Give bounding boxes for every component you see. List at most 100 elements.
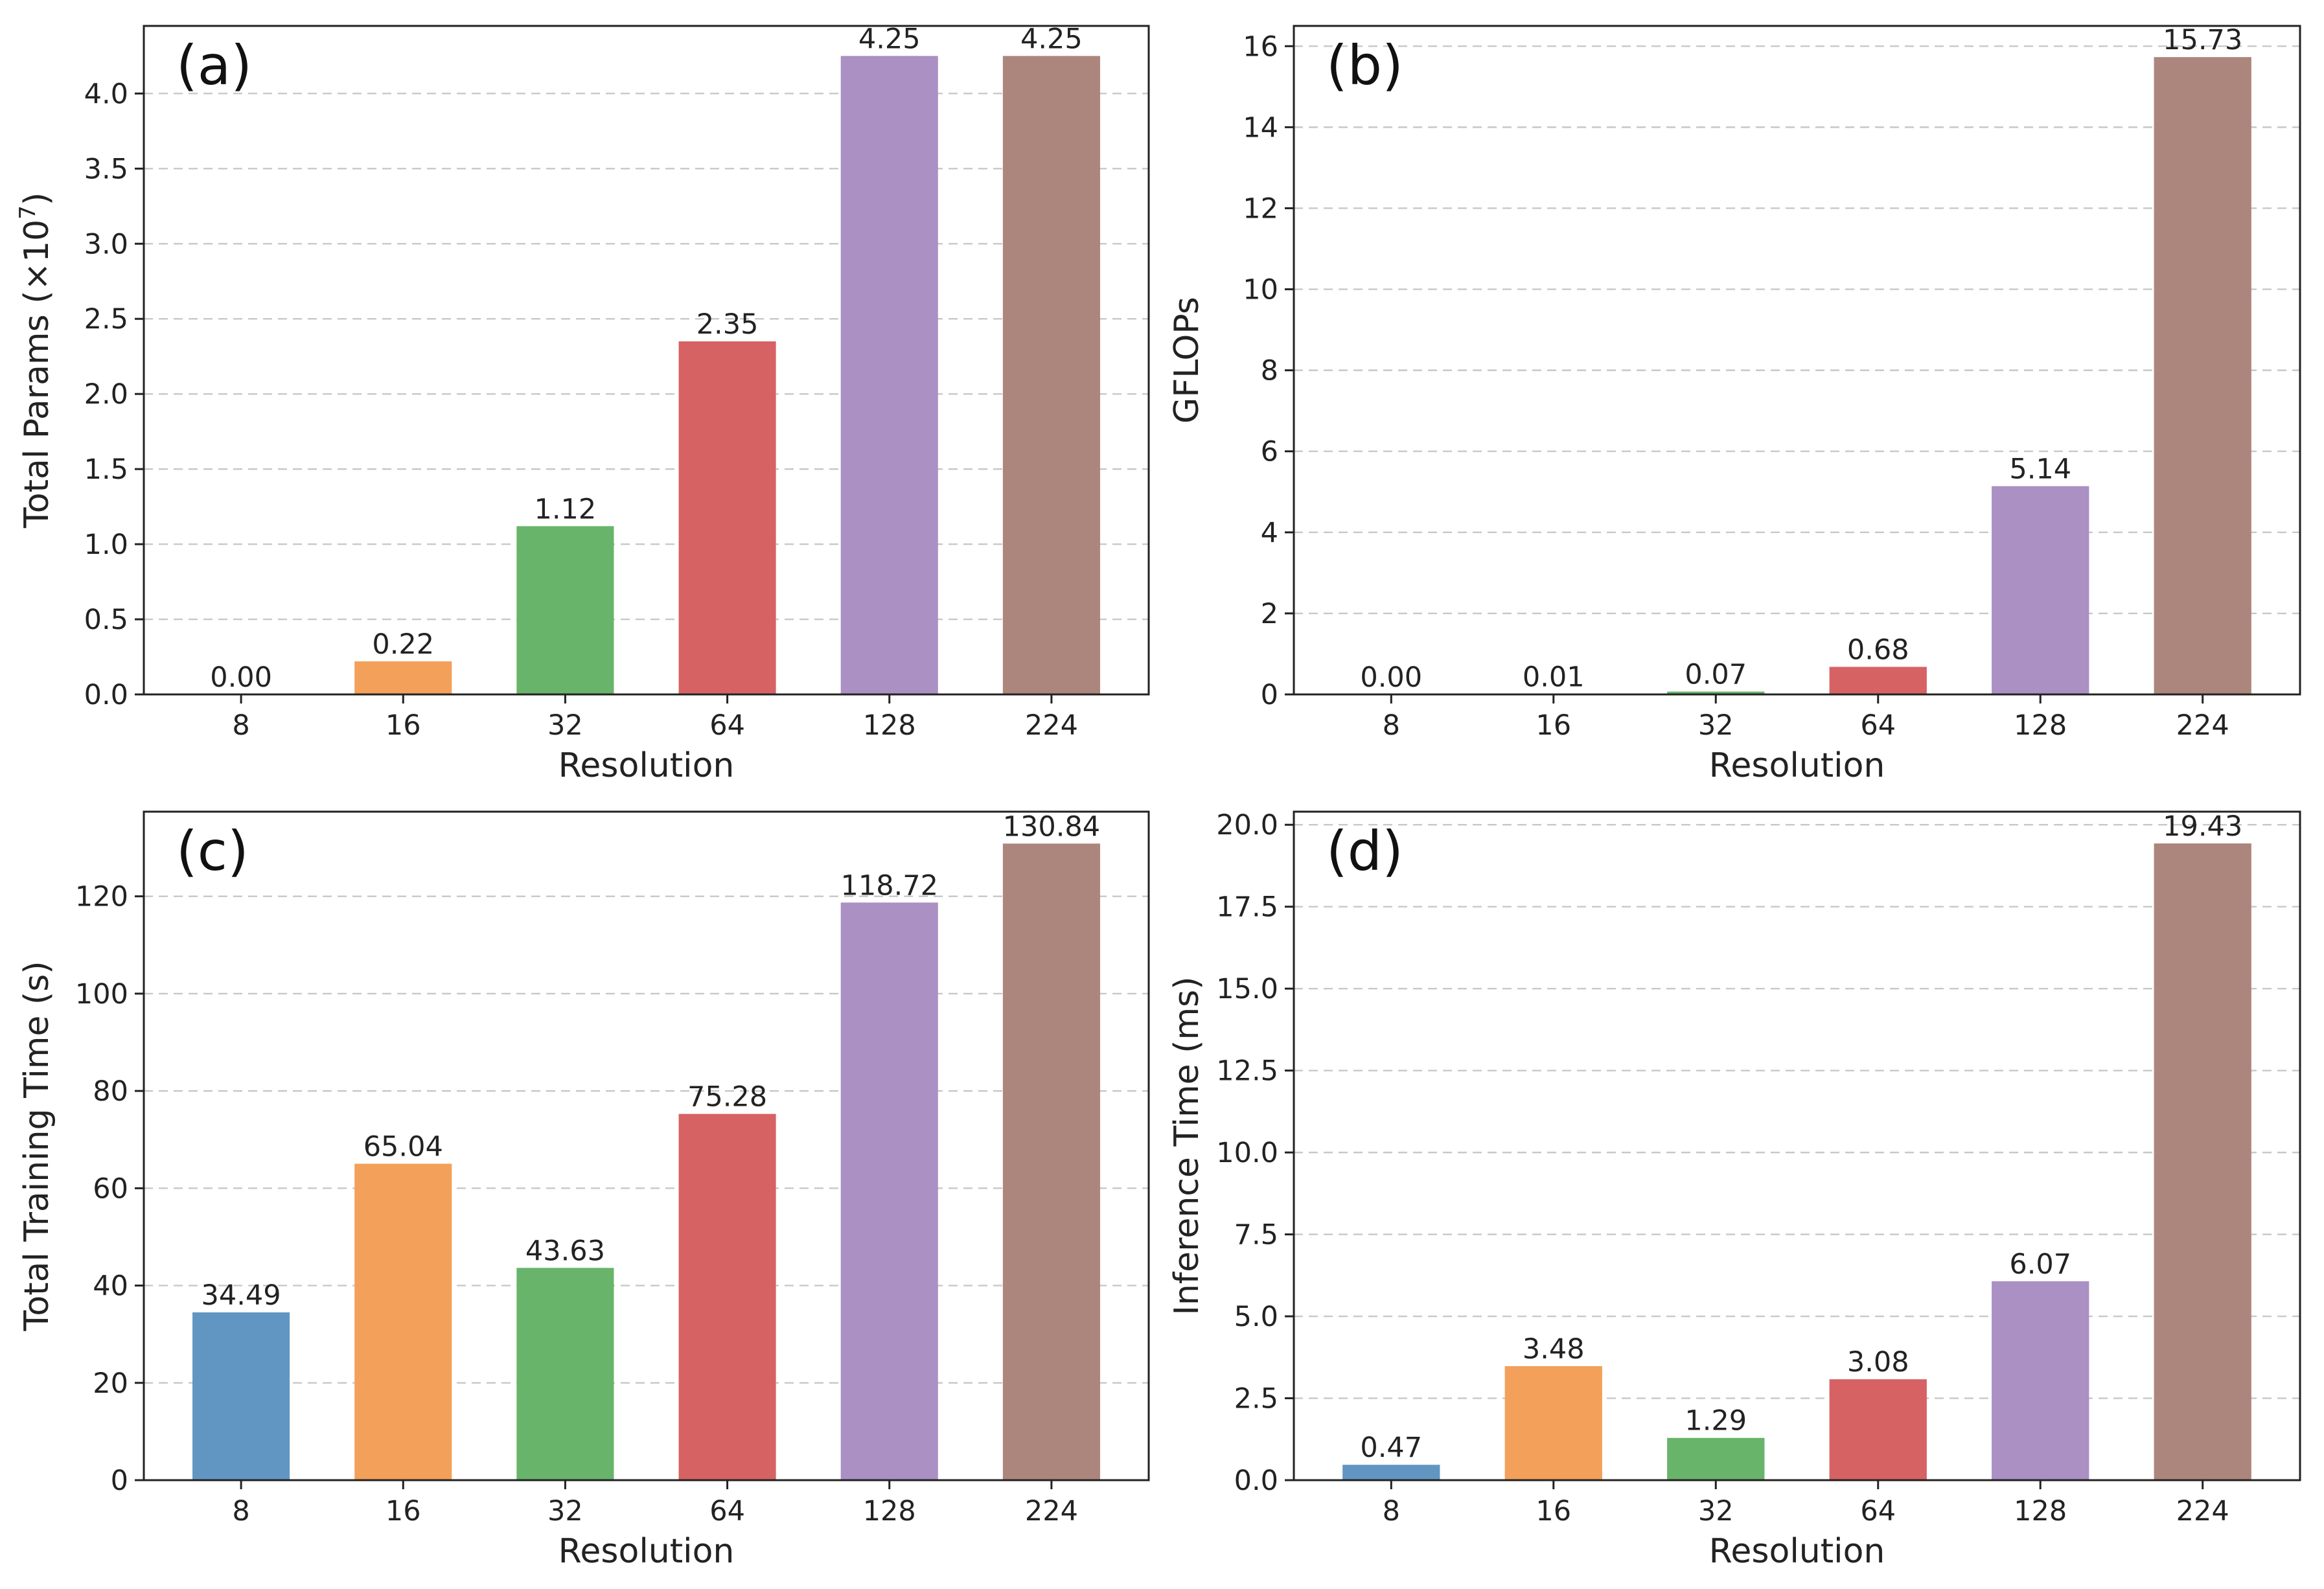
x-tick-label: 32 <box>547 1495 583 1527</box>
x-tick-label: 8 <box>232 1495 249 1527</box>
x-tick-label: 128 <box>863 709 916 742</box>
y-tick-label: 100 <box>75 978 128 1011</box>
bar-64 <box>678 1114 776 1480</box>
x-tick-label: 64 <box>709 709 745 742</box>
y-tick-label: 5.0 <box>1234 1301 1278 1333</box>
bar-value-label: 0.22 <box>372 628 434 661</box>
bar-value-label: 130.84 <box>1003 810 1100 843</box>
bar-value-label: 0.00 <box>210 661 272 694</box>
y-tick-label: 0.0 <box>1234 1465 1278 1497</box>
y-tick-label: 17.5 <box>1216 891 1278 924</box>
bar-224 <box>1002 843 1100 1480</box>
x-tick-label: 224 <box>1025 709 1078 742</box>
y-tick-label: 2.5 <box>1234 1383 1278 1415</box>
panel-a: 0.0 0.5 1.0 1.5 2.0 2.5 3.0 3.5 4.0 0.00 0.22 1.12 2… <box>15 23 1150 785</box>
y-axis-title: GFLOPs <box>1168 297 1206 424</box>
x-tick-label: 128 <box>2014 709 2067 742</box>
bar-16 <box>354 661 452 694</box>
panel-b: 0 2 4 6 8 10 12 14 16 0.00 0.01 0.07 0.68 5.14 15.73 8 1… <box>1168 24 2301 785</box>
bar-32 <box>516 526 614 694</box>
x-tick-label: 128 <box>2014 1495 2067 1527</box>
y-tick-label: 4.0 <box>84 78 128 110</box>
plot-frame <box>1293 25 2301 696</box>
bar-value-label: 4.25 <box>1020 23 1083 55</box>
panel-d: 0.0 2.5 5.0 7.5 10.0 12.5 15.0 17.5 20.0 0.47 3.48… <box>1168 809 2301 1571</box>
bar-value-label: 0.07 <box>1685 659 1747 691</box>
y-tick-label: 0 <box>1261 679 1278 711</box>
bar-16 <box>354 1163 452 1480</box>
y-axis-title: Total Params (×107) <box>15 192 56 529</box>
bar-value-label: 0.47 <box>1360 1432 1422 1464</box>
bar-value-label: 0.00 <box>1360 661 1422 694</box>
bar-128 <box>1992 486 2089 694</box>
y-tick-label: 12.5 <box>1216 1055 1278 1088</box>
x-tick-label: 64 <box>1860 709 1896 742</box>
x-tick-label: 32 <box>547 709 583 742</box>
x-tick-label: 16 <box>1536 1495 1571 1527</box>
bar-64 <box>678 341 776 694</box>
x-tick-label: 32 <box>1698 1495 1734 1527</box>
y-tick-label: 2.0 <box>84 378 128 411</box>
x-axis-title: Resolution <box>558 746 735 785</box>
x-tick-label: 64 <box>1860 1495 1896 1527</box>
y-tick-label: 1.5 <box>84 453 128 486</box>
bar-128 <box>1992 1281 2089 1480</box>
bar-8 <box>192 1312 290 1480</box>
bar-128 <box>840 56 938 694</box>
y-tick-label: 10 <box>1243 274 1278 306</box>
x-tick-label: 8 <box>1383 1495 1400 1527</box>
x-tick-label: 16 <box>385 1495 421 1527</box>
y-tick-label: 120 <box>75 881 128 913</box>
y-tick-label: 0.0 <box>84 679 128 711</box>
x-axis-title: Resolution <box>1709 1532 1885 1571</box>
y-tick-label: 0.5 <box>84 604 128 636</box>
bar-value-label: 1.12 <box>535 493 597 525</box>
bar-value-label: 6.07 <box>2009 1248 2071 1281</box>
bar-32 <box>1667 691 1765 694</box>
y-tick-label: 16 <box>1243 30 1278 63</box>
panel-label: (d) <box>1326 819 1403 883</box>
bar-value-label: 0.01 <box>1523 661 1585 693</box>
bar-value-label: 75.28 <box>687 1081 767 1114</box>
y-tick-label: 80 <box>93 1075 128 1108</box>
bar-64 <box>1829 667 1927 694</box>
bar-224 <box>1002 56 1100 694</box>
y-axis-title: Inference Time (ms) <box>1168 977 1206 1316</box>
bar-value-label: 1.29 <box>1685 1405 1747 1437</box>
bar-32 <box>516 1268 614 1480</box>
plot-frame <box>143 25 1150 696</box>
y-tick-label: 8 <box>1261 355 1278 387</box>
y-tick-label: 0 <box>111 1465 128 1497</box>
bar-value-label: 43.63 <box>525 1235 605 1267</box>
y-axis-title: Total Training Time (s) <box>17 961 56 1331</box>
y-tick-label: 7.5 <box>1234 1219 1278 1252</box>
panel-c: 0 20 40 60 80 100 120 34.49 65.04 43.63 75.28 118.7… <box>17 810 1150 1571</box>
y-tick-label: 40 <box>93 1270 128 1303</box>
bar-value-label: 5.14 <box>2009 453 2071 486</box>
panel-label: (a) <box>176 34 252 97</box>
x-tick-label: 64 <box>709 1495 745 1527</box>
bar-value-label: 19.43 <box>2163 810 2242 843</box>
bar-value-label: 34.49 <box>201 1279 281 1312</box>
bar-value-label: 0.68 <box>1847 634 1909 666</box>
plot-frame <box>143 810 1150 1481</box>
x-tick-label: 8 <box>232 709 249 742</box>
x-tick-label: 128 <box>863 1495 916 1527</box>
x-tick-label: 224 <box>2176 709 2229 742</box>
x-tick-label: 224 <box>1025 1495 1078 1527</box>
bar-value-label: 2.35 <box>696 308 759 341</box>
y-tick-label: 10.0 <box>1216 1137 1278 1169</box>
y-tick-label: 3.0 <box>84 228 128 260</box>
bar-224 <box>2154 843 2251 1480</box>
bar-value-label: 118.72 <box>841 869 938 902</box>
y-tick-label: 2 <box>1261 598 1278 630</box>
x-tick-label: 8 <box>1383 709 1400 742</box>
x-tick-label: 224 <box>2176 1495 2229 1527</box>
x-tick-label: 32 <box>1698 709 1734 742</box>
bar-32 <box>1667 1437 1765 1480</box>
y-tick-label: 6 <box>1261 436 1278 468</box>
y-tick-label: 4 <box>1261 517 1278 549</box>
plot-frame <box>1293 810 2301 1481</box>
bar-value-label: 65.04 <box>363 1130 443 1163</box>
